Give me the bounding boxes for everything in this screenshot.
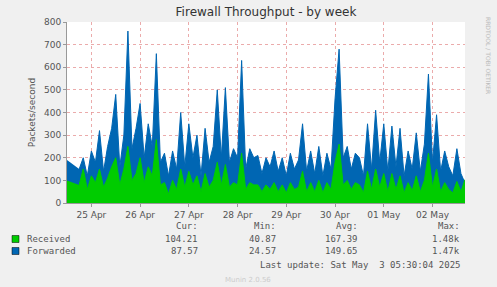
svg-text:Max:: Max: [438, 221, 460, 231]
svg-text:26 Apr: 26 Apr [125, 210, 155, 220]
svg-text:25 Apr: 25 Apr [76, 210, 106, 220]
svg-text:01 May: 01 May [367, 210, 401, 220]
svg-text:167.39: 167.39 [325, 234, 358, 244]
svg-text:800: 800 [44, 17, 61, 27]
svg-text:104.21: 104.21 [165, 234, 198, 244]
svg-text:200: 200 [44, 153, 61, 163]
svg-text:400: 400 [44, 108, 61, 118]
svg-text:24.57: 24.57 [249, 246, 276, 256]
svg-text:Packets/second: Packets/second [27, 78, 37, 147]
svg-text:500: 500 [44, 85, 61, 95]
svg-text:Received: Received [27, 234, 70, 244]
svg-text:02 May: 02 May [416, 210, 450, 220]
svg-text:Firewall Throughput - by week: Firewall Throughput - by week [176, 5, 357, 19]
svg-text:40.87: 40.87 [249, 234, 276, 244]
svg-text:149.65: 149.65 [325, 246, 358, 256]
svg-text:RRDTOOL / TOBI OETIKER: RRDTOOL / TOBI OETIKER [485, 17, 492, 94]
svg-text:Cur:: Cur: [176, 221, 198, 231]
svg-text:1.47k: 1.47k [432, 246, 460, 256]
svg-text:30 Apr: 30 Apr [320, 210, 350, 220]
svg-text:Munin 2.0.56: Munin 2.0.56 [225, 276, 271, 284]
svg-text:700: 700 [44, 40, 61, 50]
svg-text:Min:: Min: [254, 221, 276, 231]
svg-text:300: 300 [44, 130, 61, 140]
svg-text:87.57: 87.57 [171, 246, 198, 256]
svg-text:29 Apr: 29 Apr [271, 210, 301, 220]
svg-text:600: 600 [44, 62, 61, 72]
svg-text:Last update: Sat May 3 05:30:: Last update: Sat May 3 05:30:04 2025 [260, 260, 460, 270]
svg-text:Forwarded: Forwarded [27, 246, 76, 256]
svg-text:0: 0 [55, 198, 61, 208]
svg-text:Avg:: Avg: [336, 221, 358, 231]
svg-text:27 Apr: 27 Apr [174, 210, 204, 220]
svg-text:28 Apr: 28 Apr [223, 210, 253, 220]
svg-text:100: 100 [44, 176, 61, 186]
svg-text:1.48k: 1.48k [432, 234, 460, 244]
